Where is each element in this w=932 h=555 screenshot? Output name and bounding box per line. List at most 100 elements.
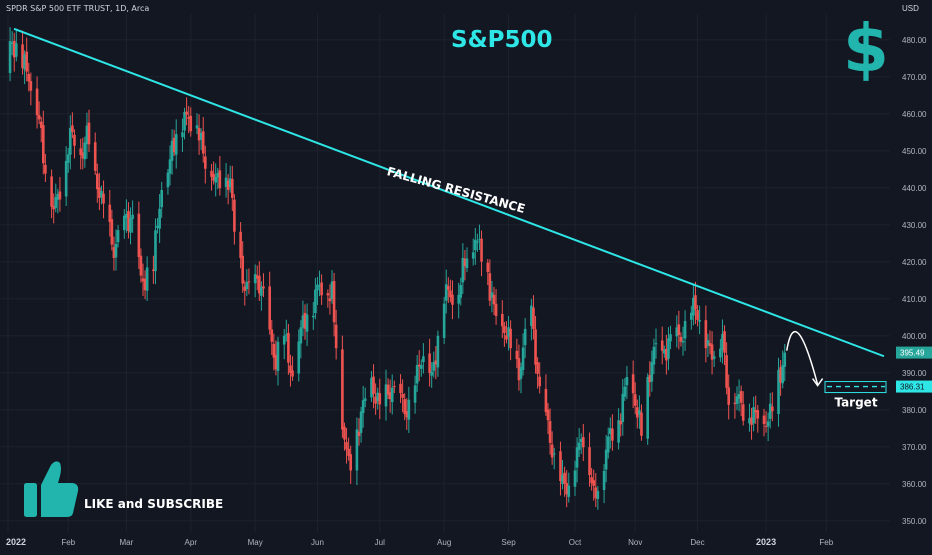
candle-body <box>125 214 128 219</box>
dollar-icon: $ <box>843 10 889 87</box>
candle-body <box>750 417 753 425</box>
candle-body <box>739 391 743 403</box>
candle-body <box>594 487 598 499</box>
candle-body <box>291 370 294 377</box>
candle-body <box>131 214 134 219</box>
candle-body <box>129 218 132 233</box>
candle-body <box>471 252 475 259</box>
candle-body <box>575 447 579 468</box>
candle-body <box>96 173 99 190</box>
candle-body <box>141 278 145 282</box>
candle-body <box>297 341 301 374</box>
candle-body <box>143 278 147 291</box>
candle-body <box>166 172 170 188</box>
candle-body <box>606 436 610 453</box>
candle-body <box>241 255 244 284</box>
candle-body <box>417 364 421 367</box>
candle-body <box>530 305 533 326</box>
candle-body <box>459 284 463 298</box>
y-tick-label: 350.00 <box>902 517 927 526</box>
candle-body <box>260 286 263 296</box>
candle-body <box>633 394 637 406</box>
candle-body <box>318 285 321 287</box>
candle-body <box>507 327 510 337</box>
candle-body <box>640 412 643 436</box>
candle-body <box>320 282 323 296</box>
candle-body <box>521 347 525 370</box>
candle-body <box>665 348 668 361</box>
candle-body <box>8 41 12 74</box>
candles <box>8 27 787 510</box>
candle-body <box>301 315 305 328</box>
candle-body <box>274 354 278 370</box>
candle-body <box>98 187 101 198</box>
candle-body <box>420 364 423 369</box>
candle-body <box>52 205 55 210</box>
candle-body <box>357 431 361 436</box>
candle-body <box>706 340 710 346</box>
candle-body <box>692 297 695 316</box>
candle-body <box>478 239 481 241</box>
x-tick-label: Dec <box>690 538 704 547</box>
candle-body <box>544 388 548 413</box>
candle-body <box>754 410 757 413</box>
candle-body <box>492 294 496 305</box>
candle-body <box>565 483 568 495</box>
candle-body <box>422 356 425 363</box>
candle-body <box>160 189 163 208</box>
candle-body <box>538 376 541 387</box>
candle-body <box>631 374 635 394</box>
candle-body <box>415 365 419 384</box>
last-price-label: 395.49 <box>900 349 925 358</box>
y-tick-label: 420.00 <box>902 258 927 267</box>
candle-body <box>696 310 699 320</box>
candle-body <box>268 286 271 330</box>
y-tick-label: 370.00 <box>902 443 927 452</box>
candle-body <box>258 275 261 294</box>
candle-body <box>712 356 716 359</box>
candle-body <box>10 42 14 45</box>
candle-body <box>37 114 41 120</box>
candle-body <box>430 371 433 376</box>
candle-body <box>152 269 155 271</box>
candle-body <box>15 43 18 57</box>
candle-body <box>349 454 352 471</box>
candle-body <box>384 384 388 407</box>
candle-body <box>519 367 523 379</box>
candle-body <box>282 335 286 345</box>
candle-body <box>334 324 338 349</box>
candle-body <box>145 267 149 291</box>
candle-body <box>748 418 751 424</box>
candle-body <box>727 387 730 405</box>
y-tick-label: 410.00 <box>902 295 927 304</box>
candle-body <box>604 449 608 470</box>
candle-body <box>312 315 315 318</box>
candle-body <box>725 355 728 388</box>
candle-body <box>476 241 479 243</box>
candle-body <box>434 360 438 365</box>
candle-body <box>532 307 535 329</box>
candle-body <box>449 290 452 298</box>
candle-body <box>87 122 91 145</box>
x-tick-label: Oct <box>569 538 582 547</box>
x-tick-label: Jun <box>311 538 324 547</box>
y-tick-label: 460.00 <box>902 110 927 119</box>
y-tick-label: 450.00 <box>902 147 927 156</box>
candle-body <box>509 328 512 349</box>
candle-body <box>515 350 519 360</box>
candle-body <box>559 451 562 482</box>
candle-body <box>195 125 199 129</box>
candle-body <box>480 238 483 262</box>
candle-body <box>638 410 641 415</box>
candle-body <box>303 312 307 329</box>
candle-body <box>623 386 627 397</box>
candle-body <box>262 286 265 289</box>
candle-body <box>764 425 768 427</box>
candle-body <box>592 480 595 486</box>
candle-body <box>762 415 766 424</box>
candle-body <box>139 255 143 276</box>
y-tick-label: 480.00 <box>902 36 927 45</box>
candle-body <box>501 313 504 327</box>
